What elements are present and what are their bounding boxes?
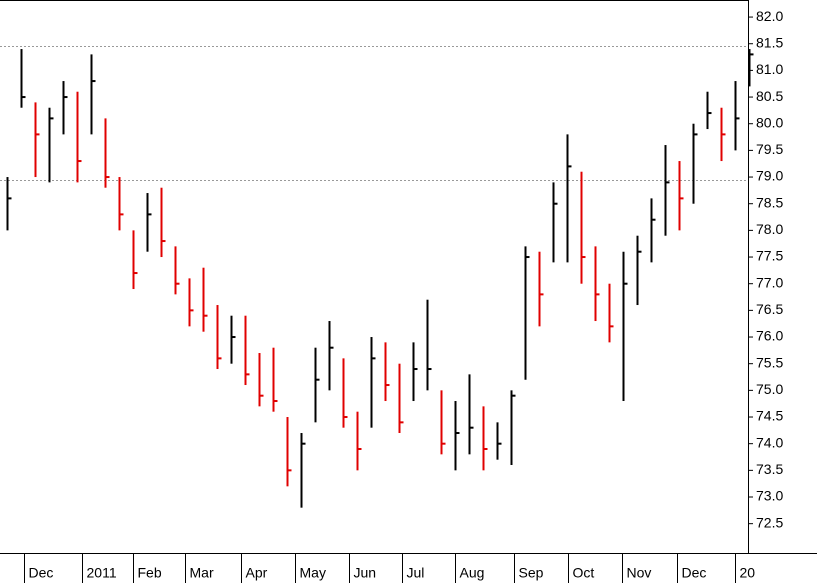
- y-tick-label: 74.5: [756, 408, 783, 424]
- y-tick-label: 73.0: [756, 488, 783, 504]
- y-tick-label: 74.0: [756, 434, 783, 450]
- y-tick-label: 80.0: [756, 114, 783, 130]
- y-tick-label: 77.0: [756, 274, 783, 290]
- x-tick-label: Apr: [246, 565, 268, 581]
- y-tick-label: 75.0: [756, 381, 783, 397]
- y-tick-label: 73.5: [756, 461, 783, 477]
- y-tick-label: 72.5: [756, 514, 783, 530]
- x-tick-label: Aug: [460, 565, 485, 581]
- y-tick-label: 80.5: [756, 88, 783, 104]
- x-tick-label: May: [300, 565, 326, 581]
- x-tick-label: Oct: [573, 565, 595, 581]
- x-tick-label: Mar: [190, 565, 214, 581]
- x-tick-label: Jun: [354, 565, 377, 581]
- x-tick-label: Nov: [627, 565, 652, 581]
- y-tick-label: 76.5: [756, 301, 783, 317]
- x-tick-label: Jul: [407, 565, 425, 581]
- x-tick-label: Dec: [29, 565, 54, 581]
- y-tick-label: 81.5: [756, 34, 783, 50]
- y-tick-label: 81.0: [756, 61, 783, 77]
- x-tick-label: 20: [740, 565, 756, 581]
- x-tick-label: Dec: [682, 565, 707, 581]
- y-tick-label: 79.0: [756, 168, 783, 184]
- x-tick-label: Feb: [138, 565, 162, 581]
- y-tick-label: 79.5: [756, 141, 783, 157]
- y-tick-label: 75.5: [756, 354, 783, 370]
- y-tick-label: 76.0: [756, 328, 783, 344]
- x-tick-label: Sep: [519, 565, 544, 581]
- y-tick-label: 78.0: [756, 221, 783, 237]
- y-tick-label: 77.5: [756, 248, 783, 264]
- x-tick-label: 2011: [87, 565, 117, 581]
- y-tick-label: 82.0: [756, 8, 783, 24]
- y-tick-label: 78.5: [756, 194, 783, 210]
